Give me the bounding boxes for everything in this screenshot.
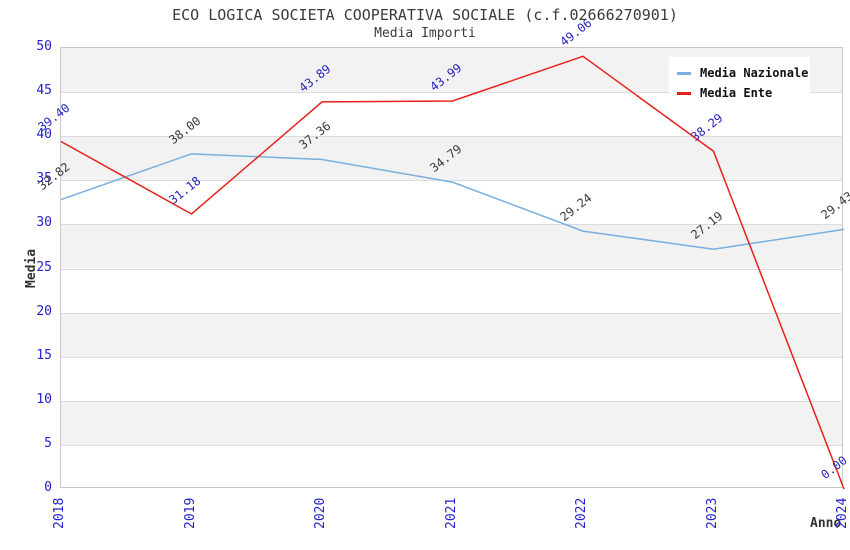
y-tick-label: 45 (36, 83, 52, 99)
y-tick-label: 40 (36, 127, 52, 143)
plot-area (60, 47, 845, 490)
chart-title: ECO LOGICA SOCIETA COOPERATIVA SOCIALE (… (172, 6, 678, 24)
y-tick-label: 15 (36, 347, 52, 363)
gridline (61, 92, 842, 94)
x-tick-label: 2019 (182, 497, 198, 529)
shaded-band (61, 400, 842, 445)
gridline (61, 356, 842, 358)
x-tick-label: 2023 (704, 497, 720, 529)
y-tick-label: 0 (44, 480, 52, 495)
y-tick-label: 50 (36, 39, 52, 54)
legend-item-media-nazionale: Media Nazionale (677, 63, 808, 83)
series-line-media-nazionale (60, 153, 845, 250)
y-tick-label: 30 (36, 215, 52, 231)
y-tick-label: 25 (36, 259, 52, 275)
gridline (61, 180, 842, 182)
y-tick-label: 5 (44, 435, 52, 451)
gridline (61, 268, 842, 270)
y-tick-label: 35 (36, 171, 52, 187)
series-lines (60, 55, 845, 490)
gridline (61, 312, 842, 314)
legend-item-media-ente: Media Ente (677, 83, 802, 103)
shaded-band (61, 136, 842, 181)
shaded-band (61, 224, 842, 269)
x-tick-label: 2024 (835, 497, 850, 529)
line-swatch-media-nazionale-icon (677, 71, 691, 75)
x-axis-label: Anno (810, 516, 842, 531)
x-tick-label: 2020 (313, 497, 328, 529)
x-tick-label: 2018 (52, 497, 67, 529)
gridline (61, 224, 842, 226)
legend: Media Nazionale Media Ente (669, 57, 810, 109)
y-tick-label: 10 (36, 391, 52, 407)
gridline (61, 444, 842, 446)
x-tick-label: 2021 (443, 497, 459, 529)
x-tick-label: 2022 (574, 497, 589, 529)
gridline (61, 400, 842, 402)
y-tick-label: 20 (36, 303, 52, 319)
legend-label: Media Ente (700, 86, 773, 100)
chart-subtitle: Media Importi (374, 26, 476, 41)
legend-label: Media Nazionale (700, 66, 809, 80)
gridline (61, 136, 842, 138)
shaded-band (61, 312, 842, 357)
line-swatch-media-ente-icon (677, 91, 691, 95)
series-line-media-ente (60, 55, 845, 490)
